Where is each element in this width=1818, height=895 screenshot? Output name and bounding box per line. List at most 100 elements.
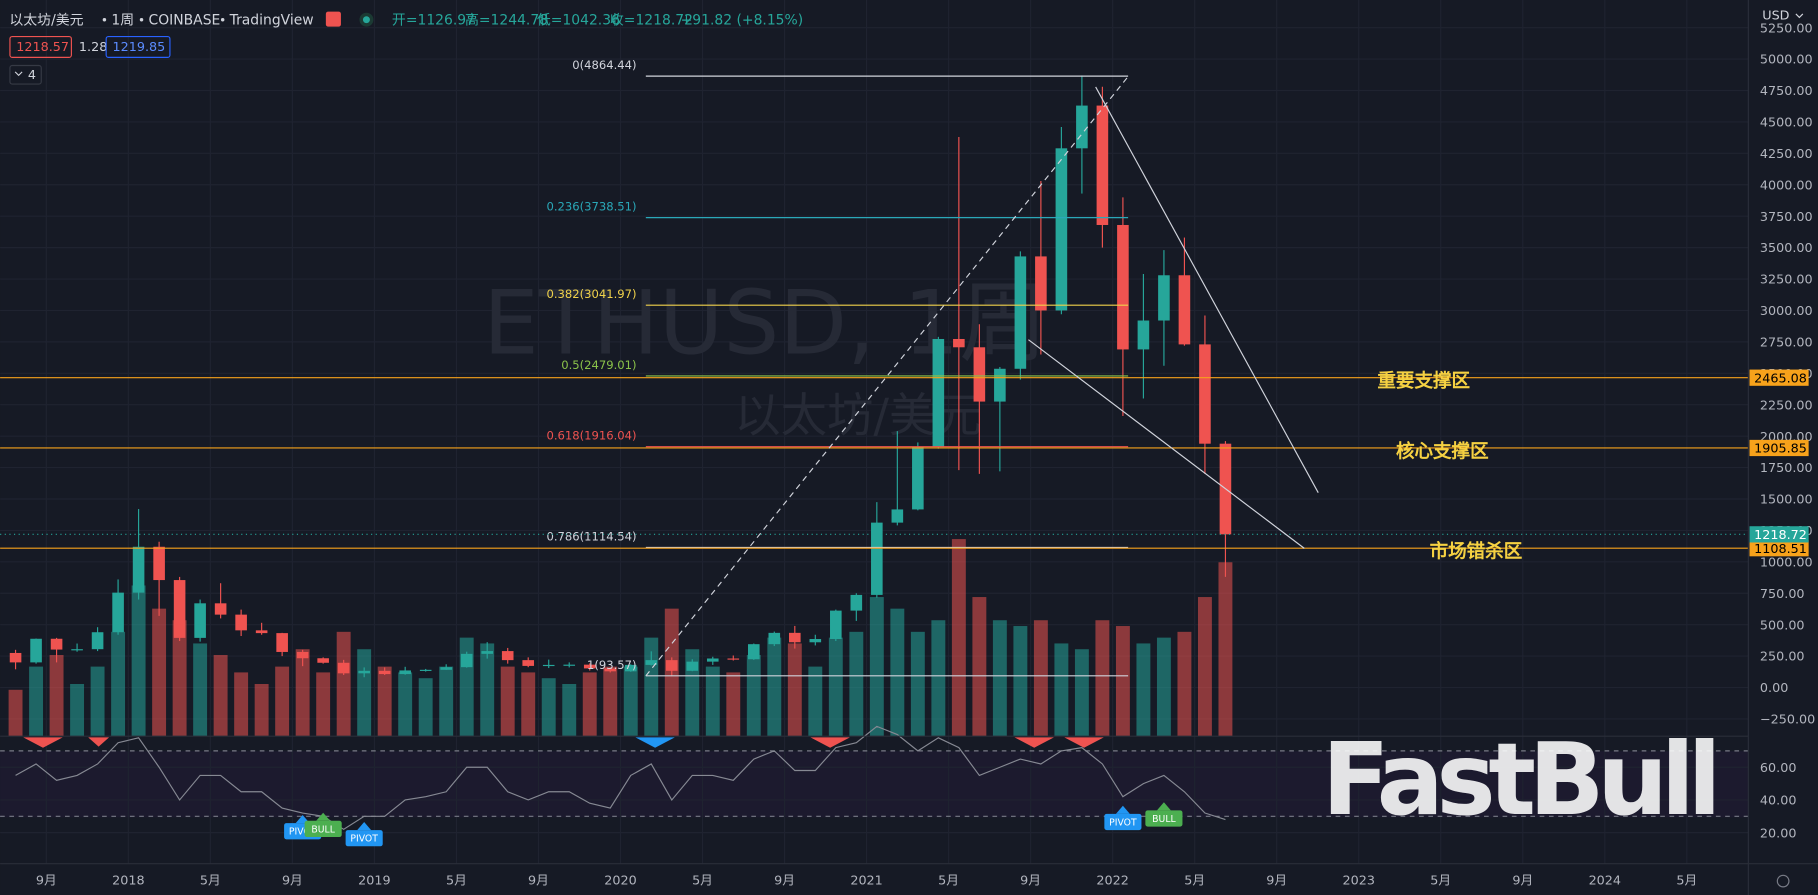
- x-tick-label: 5月: [446, 874, 467, 889]
- bid-box[interactable]: [9, 35, 72, 58]
- y-tick-label: 2750.00: [1760, 336, 1813, 351]
- candle-body: [871, 522, 883, 595]
- candle-body: [953, 338, 965, 348]
- candle-body: [768, 632, 781, 645]
- signal-marker: [1064, 737, 1104, 748]
- candle-body: [645, 660, 658, 665]
- x-tick-label: 5月: [692, 874, 713, 889]
- header: 以太坊/美元 1周 COINBASE TradingView 开=1126.97…: [9, 9, 1804, 888]
- volume-bar: [70, 684, 85, 737]
- y-tick-label: 750.00: [1760, 587, 1805, 602]
- fib-label: 1(93.57): [587, 658, 637, 672]
- candle-body: [91, 632, 104, 650]
- price-tag-label: 2465.08: [1754, 371, 1807, 386]
- candle-body: [912, 446, 924, 510]
- candle-body: [932, 338, 945, 447]
- volume-bar: [213, 655, 228, 737]
- trend-line: [1028, 339, 1305, 549]
- signal-arrow: [316, 812, 331, 821]
- x-tick-label: 9月: [1266, 874, 1287, 889]
- candle-body: [1014, 256, 1027, 369]
- signal-label: PIVOT: [1109, 817, 1137, 828]
- candle-body: [1158, 275, 1170, 321]
- candle-body: [337, 662, 350, 674]
- y-tick-label: 1750.00: [1760, 461, 1813, 476]
- x-tick-label: 2020: [604, 874, 636, 889]
- candle-body: [994, 368, 1006, 402]
- zone-annotation: 核心支撑区: [1396, 440, 1489, 462]
- volume-bar: [439, 666, 454, 737]
- settings-icon[interactable]: [1776, 874, 1790, 888]
- trend-line: [645, 76, 1129, 677]
- watermark: ETHUSD, 1周: [483, 272, 1047, 375]
- separator: [139, 17, 144, 22]
- candle-body: [1117, 224, 1129, 350]
- candle-body: [481, 651, 494, 654]
- volume-bar: [1197, 597, 1212, 737]
- alert-icon[interactable]: [325, 11, 341, 27]
- volume-bar: [172, 620, 187, 737]
- fib-label: 0.236(3738.51): [546, 200, 636, 214]
- candle-body: [255, 630, 268, 634]
- volume-bar: [8, 689, 23, 737]
- x-tick-label: 9月: [36, 874, 57, 889]
- signal-arrow: [1156, 802, 1171, 811]
- grid: [0, 0, 1749, 864]
- volume-bar: [193, 643, 208, 737]
- volume-bar: [1218, 562, 1233, 737]
- fib-label: 0(4864.44): [572, 58, 636, 72]
- chevron: [1795, 13, 1804, 19]
- signal-marker: [635, 737, 675, 748]
- ohlc-open: 开=1126.97: [392, 12, 475, 28]
- candle-body: [1137, 320, 1150, 350]
- candle-body: [727, 658, 740, 660]
- zone-annotation: 重要支撑区: [1377, 370, 1470, 392]
- volume-bar: [418, 678, 433, 737]
- price-tag-label: 1905.85: [1754, 442, 1807, 457]
- candle-body: [132, 546, 145, 593]
- volume-bar: [910, 631, 925, 737]
- separator: [102, 17, 107, 22]
- volume-bar: [746, 655, 761, 737]
- candle-body: [604, 668, 617, 672]
- y-tick-label: 500.00: [1760, 618, 1805, 633]
- indicator-toggle[interactable]: [9, 64, 42, 85]
- candle-body: [563, 664, 576, 666]
- volume-bar: [1177, 631, 1192, 737]
- currency[interactable]: USD: [1762, 9, 1789, 24]
- candle-body: [50, 638, 63, 650]
- y-tick-label: 5250.00: [1760, 21, 1813, 36]
- last-price-label: 1218.72: [1754, 528, 1807, 543]
- volume-bar: [685, 649, 700, 737]
- volume-bar: [992, 620, 1007, 737]
- candle-body: [665, 660, 678, 671]
- volume-bar: [1013, 626, 1028, 737]
- signal-arrow: [1115, 805, 1130, 814]
- volume-bar: [131, 585, 146, 737]
- x-tick-label: 9月: [282, 874, 303, 889]
- volume-bar: [890, 608, 905, 737]
- chevron: [14, 71, 23, 77]
- candle-body: [1055, 148, 1068, 311]
- signal-arrow: [357, 821, 372, 831]
- volume-bar: [1115, 626, 1130, 737]
- volume-bar: [295, 649, 310, 737]
- volume-bar: [869, 597, 884, 737]
- candle-body: [317, 658, 329, 663]
- candle-body: [30, 638, 42, 663]
- x-tick-label: 5月: [938, 874, 959, 889]
- indicator-count: 4: [28, 68, 36, 83]
- volume-bar: [398, 672, 413, 737]
- signal-box: [345, 830, 383, 847]
- ask-box[interactable]: [105, 35, 171, 58]
- y-tick-label: 1500.00: [1760, 493, 1813, 508]
- fib-label: 0.786(1114.54): [546, 529, 636, 543]
- candle-body: [194, 603, 206, 638]
- candle-body: [891, 509, 904, 523]
- volume-bar: [336, 631, 351, 737]
- candle-body: [276, 633, 288, 652]
- volume-bar: [849, 631, 864, 737]
- price-tag: [1749, 526, 1809, 543]
- volume-bar: [29, 666, 44, 737]
- volume-bar: [254, 684, 269, 737]
